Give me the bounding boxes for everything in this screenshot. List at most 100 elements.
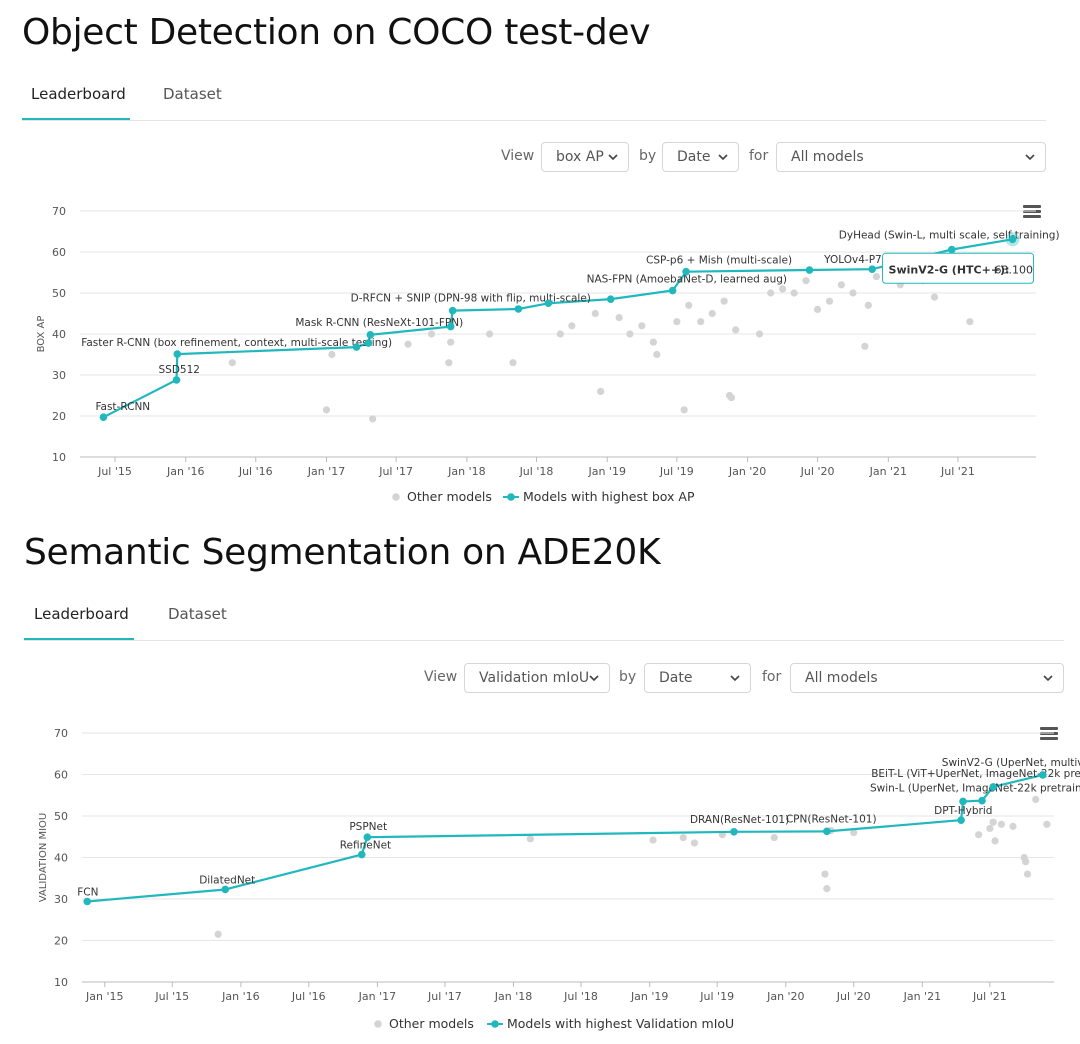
other-model-point — [228, 359, 236, 367]
x-tick-label: Jul '20 — [836, 990, 871, 1003]
for-models-select[interactable]: All models — [790, 663, 1064, 693]
x-tick-label: Jan '19 — [630, 990, 668, 1003]
other-model-point — [685, 301, 693, 309]
other-model-point — [447, 338, 455, 346]
other-model-point — [649, 836, 657, 844]
best-model-point — [544, 299, 553, 308]
other-model-point — [1032, 795, 1040, 803]
legend-other-marker — [374, 1020, 382, 1028]
for-models-value: All models — [805, 670, 878, 686]
for-label: for — [749, 148, 769, 164]
other-model-point — [991, 837, 999, 845]
view-metric-select[interactable]: box AP — [541, 142, 629, 172]
y-tick-label: 40 — [54, 852, 68, 865]
other-model-point — [653, 350, 661, 359]
best-model-point — [172, 376, 181, 384]
legend-other-label: Other models — [407, 489, 492, 504]
best-model-point — [83, 897, 92, 906]
x-tick-label: Jan '20 — [766, 990, 804, 1003]
segmentation-section: Semantic Segmentation on ADE20K Leaderbo… — [0, 520, 1080, 1044]
tab-leaderboard[interactable]: Leaderboard — [31, 85, 126, 103]
view-label: View — [424, 669, 458, 685]
y-tick-label: 60 — [52, 246, 66, 259]
tooltip-model: SwinV2-G (HTC++): — [889, 263, 1010, 276]
tab-dataset[interactable]: Dataset — [168, 605, 227, 623]
legend-other-marker — [392, 493, 400, 501]
by-select[interactable]: Date — [662, 142, 739, 172]
other-model-point — [989, 818, 997, 826]
data-label: NAS-FPN (AmoebaNet-D, learned aug) — [587, 274, 787, 286]
best-model-point — [868, 265, 876, 274]
other-model-point — [597, 387, 605, 395]
other-model-point — [778, 285, 787, 293]
by-label: by — [639, 148, 657, 164]
best-model-point — [606, 295, 615, 303]
data-label: DRAN(ResNet-101) — [690, 814, 789, 826]
best-model-point — [357, 850, 366, 859]
for-label: for — [762, 669, 782, 685]
other-model-point — [872, 273, 881, 281]
other-model-point — [404, 340, 412, 348]
data-label: Faster R-CNN (box refinement, context, m… — [81, 337, 392, 349]
tab-dataset[interactable]: Dataset — [163, 85, 222, 103]
by-select[interactable]: Date — [644, 663, 751, 693]
chevron-down-icon — [730, 675, 740, 682]
detection-section: Object Detection on COCO test-dev Leader… — [0, 0, 1080, 520]
x-tick-label: Jan '17 — [307, 465, 345, 478]
other-model-point — [849, 289, 857, 297]
x-tick-label: Jul '15 — [97, 465, 132, 478]
data-label: FCN — [77, 886, 98, 898]
other-model-point — [1043, 820, 1051, 828]
other-model-point — [690, 839, 699, 847]
best-model-point — [959, 797, 967, 806]
best-model-point — [947, 245, 956, 254]
view-metric-select[interactable]: Validation mIoU — [464, 663, 610, 693]
x-tick-label: Jan '16 — [166, 465, 204, 478]
view-label: View — [501, 148, 535, 164]
x-tick-label: Jul '19 — [659, 465, 694, 478]
best-model-point — [668, 286, 677, 295]
other-model-point — [861, 342, 869, 350]
view-metric-value: Validation mIoU — [479, 670, 590, 686]
other-model-point — [697, 318, 705, 326]
other-model-point — [1022, 858, 1030, 866]
by-value: Date — [659, 670, 693, 686]
best-model-point — [805, 266, 814, 274]
y-tick-label: 20 — [54, 935, 68, 948]
other-model-point — [767, 289, 775, 297]
best-model-point — [363, 833, 372, 841]
other-model-point — [966, 318, 974, 326]
data-label: SwinV2-G (UperNet, multiview) — [942, 757, 1080, 769]
tab-divider — [24, 640, 1064, 641]
other-model-point — [813, 305, 822, 313]
tab-leaderboard[interactable]: Leaderboard — [34, 605, 129, 623]
y-tick-label: 50 — [52, 287, 66, 300]
other-model-point — [509, 359, 517, 367]
best-model-point — [730, 827, 738, 836]
other-model-point — [727, 393, 736, 402]
other-model-point — [679, 833, 687, 842]
active-tab-indicator — [22, 118, 130, 120]
hover-point-halo — [1005, 232, 1020, 247]
y-tick-label: 70 — [54, 727, 68, 740]
y-tick-label: 50 — [54, 810, 68, 823]
data-label: DyHead (Swin-L, multi scale, self-traini… — [839, 230, 1060, 242]
other-model-point — [837, 281, 846, 289]
legend-best-marker — [491, 1020, 499, 1028]
x-tick-label: Jul '16 — [291, 990, 326, 1003]
x-tick-label: Jan '16 — [221, 990, 259, 1003]
other-model-point — [823, 885, 831, 893]
best-model-point — [957, 816, 965, 824]
data-label: Swin-L (UperNet, ImageNet-22k pretrain) — [870, 782, 1080, 794]
best-model-point — [978, 796, 986, 805]
x-tick-label: Jan '17 — [358, 990, 396, 1003]
chevron-down-icon — [589, 675, 599, 682]
data-label: DPT-Hybrid — [934, 805, 992, 817]
y-tick-label: 20 — [52, 410, 66, 423]
y-axis-title: VALIDATION MIOU — [38, 813, 49, 903]
data-label: CSP-p6 + Mish (multi-scale) — [646, 255, 792, 267]
for-models-select[interactable]: All models — [776, 142, 1046, 172]
legend-best-label: Models with highest Validation mIoU — [507, 1016, 734, 1031]
data-label: CPN(ResNet-101) — [786, 813, 877, 825]
by-value: Date — [677, 149, 711, 165]
